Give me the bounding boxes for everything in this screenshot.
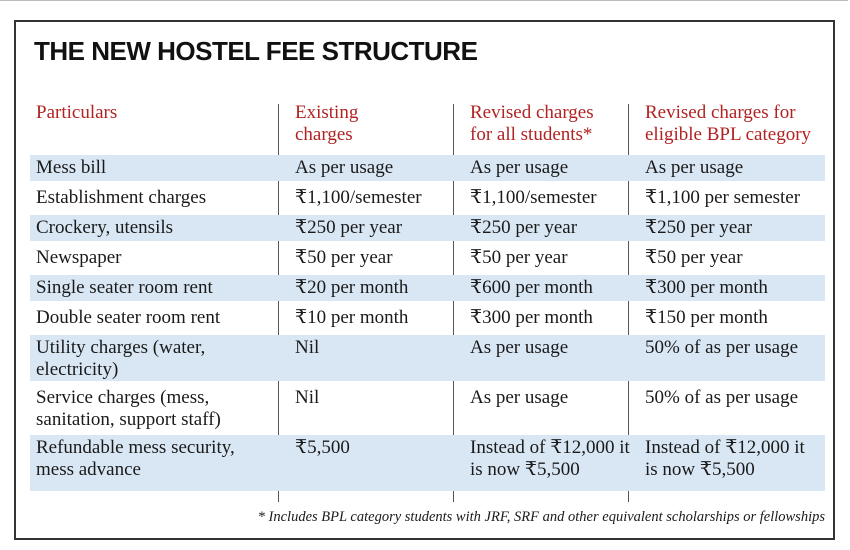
- cell-revised-all: As per usage: [470, 387, 569, 408]
- table-row: Double seater room rent ₹10 per month ₹3…: [30, 305, 825, 331]
- cell-existing: ₹250 per year: [295, 217, 403, 238]
- column-divider: [628, 104, 629, 502]
- cell-particular: Utility charges (water, electricity): [36, 337, 206, 380]
- table-row: Utility charges (water, electricity) Nil…: [30, 335, 825, 381]
- cell-revised-all: Instead of ₹12,000 it is now ₹5,500: [470, 437, 630, 480]
- cell-revised-bpl: 50% of as per usage: [645, 337, 799, 358]
- cell-revised-all: ₹250 per year: [470, 217, 578, 238]
- top-rule: [0, 0, 848, 5]
- cell-revised-bpl: 50% of as per usage: [645, 387, 799, 408]
- table-row: Single seater room rent ₹20 per month ₹6…: [30, 275, 825, 301]
- cell-particular: Refundable mess security, mess advance: [36, 437, 235, 480]
- cell-existing: As per usage: [295, 157, 394, 178]
- cell-revised-all: ₹300 per month: [470, 307, 593, 328]
- cell-existing: ₹10 per month: [295, 307, 409, 328]
- cell-particular: Single seater room rent: [36, 277, 213, 298]
- cell-revised-all: ₹50 per year: [470, 247, 568, 268]
- footnote: * Includes BPL category students with JR…: [257, 509, 825, 525]
- cell-existing: ₹20 per month: [295, 277, 409, 298]
- page-title: THE NEW HOSTEL FEE STRUCTURE: [34, 36, 478, 66]
- table-header: Particulars Existing charges Revised cha…: [16, 102, 833, 162]
- cell-revised-bpl: ₹50 per year: [645, 247, 743, 268]
- cell-particular: Service charges (mess, sanitation, suppo…: [36, 387, 221, 430]
- cell-particular: Mess bill: [36, 157, 107, 178]
- header-revised-all-students: Revised charges for all students*: [470, 102, 594, 145]
- cell-existing: ₹1,100/semester: [295, 187, 422, 208]
- cell-existing: Nil: [295, 387, 320, 408]
- header-revised-bpl: Revised charges for eligible BPL categor…: [645, 102, 812, 145]
- cell-revised-bpl: ₹250 per year: [645, 217, 753, 238]
- cell-particular: Crockery, utensils: [36, 217, 174, 238]
- table-row: Establishment charges ₹1,100/semester ₹1…: [30, 185, 825, 211]
- table-row: Mess bill As per usage As per usage As p…: [30, 155, 825, 181]
- header-particulars: Particulars: [36, 102, 118, 123]
- column-divider: [453, 104, 454, 502]
- table-row: Crockery, utensils ₹250 per year ₹250 pe…: [30, 215, 825, 241]
- cell-revised-all: ₹1,100/semester: [470, 187, 597, 208]
- cell-particular: Establishment charges: [36, 187, 207, 208]
- column-divider: [278, 104, 279, 502]
- cell-particular: Newspaper: [36, 247, 122, 268]
- cell-revised-all: As per usage: [470, 157, 569, 178]
- cell-revised-bpl: Instead of ₹12,000 it is now ₹5,500: [645, 437, 805, 480]
- cell-revised-bpl: ₹150 per month: [645, 307, 768, 328]
- cell-revised-bpl: ₹1,100 per semester: [645, 187, 801, 208]
- fee-table-card: THE NEW HOSTEL FEE STRUCTURE Particulars…: [14, 20, 835, 540]
- cell-revised-bpl: ₹300 per month: [645, 277, 768, 298]
- cell-revised-all: As per usage: [470, 337, 569, 358]
- table-row: Refundable mess security, mess advance ₹…: [30, 435, 825, 491]
- cell-revised-bpl: As per usage: [645, 157, 744, 178]
- header-existing-charges: Existing charges: [295, 102, 359, 145]
- cell-existing: ₹5,500: [295, 437, 350, 458]
- cell-existing: Nil: [295, 337, 320, 358]
- cell-existing: ₹50 per year: [295, 247, 393, 268]
- table-row: Service charges (mess, sanitation, suppo…: [30, 385, 825, 431]
- cell-revised-all: ₹600 per month: [470, 277, 593, 298]
- table-row: Newspaper ₹50 per year ₹50 per year ₹50 …: [30, 245, 825, 271]
- cell-particular: Double seater room rent: [36, 307, 221, 328]
